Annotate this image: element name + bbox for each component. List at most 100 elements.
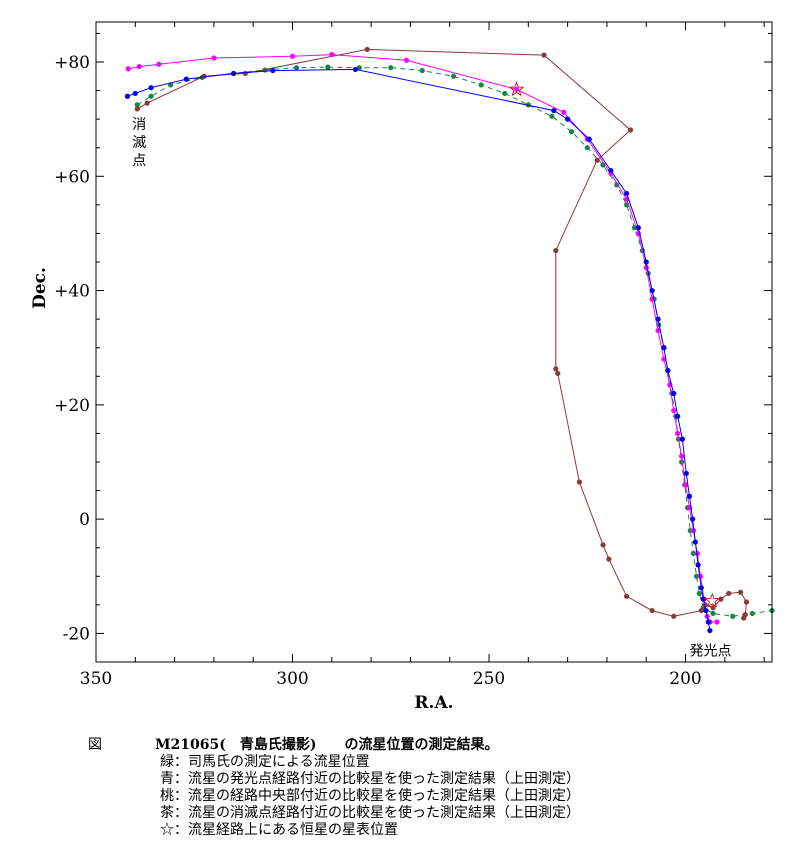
data-point <box>710 605 716 611</box>
series-line <box>137 48 748 619</box>
data-point <box>693 573 700 579</box>
data-point <box>352 66 358 73</box>
data-point <box>743 599 750 605</box>
data-point <box>635 225 641 231</box>
x-tick-label: 300 <box>276 669 308 689</box>
data-point <box>555 370 561 377</box>
data-point <box>132 90 138 97</box>
data-point <box>690 516 696 522</box>
data-point <box>675 430 681 437</box>
series-緑 <box>134 64 775 619</box>
caption-line-star: ☆：流星経路上にある恒星の星表位置 <box>160 822 398 838</box>
data-point <box>136 63 142 70</box>
data-point <box>478 82 484 88</box>
star-markers <box>508 80 721 608</box>
annotation-vanish-point: 消滅点 <box>132 117 146 169</box>
data-point <box>671 407 677 414</box>
series-line <box>137 66 773 617</box>
chart: 350 300 250 200 +80 +60 +40 +20 0 -20 R.A. Dec. 消… <box>30 21 775 713</box>
data-point <box>698 607 704 614</box>
data-point <box>289 53 296 59</box>
y-axis-label: Dec. <box>30 267 50 309</box>
data-point <box>541 52 547 58</box>
x-tick-label: 200 <box>669 669 701 689</box>
x-tick-label: 250 <box>473 669 505 689</box>
caption-title: M21065( 青島氏撮影) の流星位置の測定結果。 <box>155 737 499 753</box>
data-point <box>707 627 713 634</box>
data-point <box>144 100 150 106</box>
series-group <box>124 46 775 634</box>
data-point <box>700 596 706 602</box>
data-point <box>694 550 700 557</box>
data-point <box>211 55 217 61</box>
caption-lines: 緑：司馬氏の測定による流星位置 青：流星の発光点経路付近の比較星を使った測定結果… <box>160 754 580 839</box>
star-marker <box>704 592 721 608</box>
data-point <box>230 70 237 77</box>
caption-line-blue: 青：流星の発光点経路付近の比較星を使った測定結果（上田測定） <box>160 771 580 787</box>
annotation-start-point: 発光点 <box>689 644 731 660</box>
data-point <box>134 106 140 112</box>
data-point <box>665 367 671 374</box>
data-point <box>565 116 571 122</box>
series-茶 <box>134 46 750 621</box>
data-point <box>690 550 696 557</box>
data-point <box>698 585 704 591</box>
data-point <box>726 590 732 597</box>
data-point <box>419 67 425 74</box>
caption-label: 図 <box>88 737 102 753</box>
data-point <box>124 93 131 99</box>
caption-line-brown: 茶：流星の消滅点経路付近の比較星を使った測定結果（上田測定） <box>160 805 580 821</box>
data-point <box>561 109 567 115</box>
data-point <box>649 607 655 614</box>
data-point <box>623 593 630 599</box>
data-point <box>356 65 362 71</box>
data-point <box>586 136 592 142</box>
data-point <box>329 51 335 58</box>
data-point <box>183 76 189 82</box>
axis-ticks <box>95 22 772 662</box>
data-point <box>576 479 583 485</box>
data-point <box>679 453 685 459</box>
data-point <box>388 65 394 71</box>
data-point <box>451 73 457 79</box>
data-point <box>549 113 555 119</box>
data-point <box>710 610 716 617</box>
data-point <box>695 562 701 568</box>
data-point <box>697 573 704 579</box>
star-marker <box>508 80 525 97</box>
data-point <box>568 129 575 135</box>
caption-line-green: 緑：司馬氏の測定による流星位置 <box>160 754 370 770</box>
data-point <box>608 167 614 174</box>
data-point <box>655 316 661 322</box>
data-point <box>696 590 702 597</box>
y-tick-label: +80 <box>54 53 90 73</box>
data-point <box>551 107 557 114</box>
x-tick-label: 350 <box>80 669 112 689</box>
data-point <box>718 596 724 602</box>
data-point <box>741 615 747 621</box>
data-point <box>661 345 667 351</box>
data-point <box>690 527 696 534</box>
data-point <box>655 327 661 334</box>
data-point <box>623 190 630 197</box>
data-point <box>270 67 276 74</box>
data-point <box>749 610 755 617</box>
data-point <box>679 436 685 442</box>
plot-frame <box>95 21 773 663</box>
data-point <box>325 64 331 70</box>
caption-line-pink: 桃：流星の経路中央部付近の比較星を使った測定結果（上田測定） <box>160 788 580 804</box>
data-point <box>671 613 677 619</box>
data-point <box>594 157 600 163</box>
data-point <box>737 589 744 595</box>
data-point <box>606 556 612 562</box>
data-point <box>682 482 689 488</box>
data-point <box>675 413 681 419</box>
data-point <box>703 607 709 614</box>
data-point <box>730 613 736 619</box>
data-point <box>553 366 559 372</box>
data-point <box>627 127 634 133</box>
data-point <box>364 46 370 53</box>
data-point <box>403 57 410 63</box>
data-point <box>714 619 720 625</box>
